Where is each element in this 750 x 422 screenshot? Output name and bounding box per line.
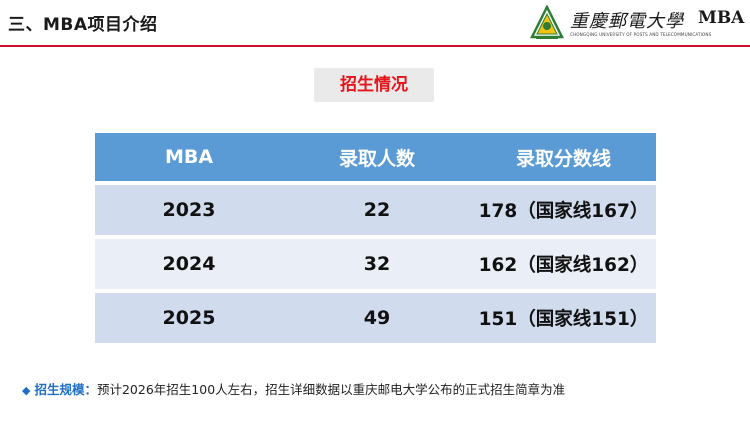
enrollment-note: ◆ 招生规模：预计2026年招生100人左右，招生详细数据以重庆邮电大学公布的正式… bbox=[22, 379, 742, 398]
header-divider bbox=[0, 45, 750, 47]
page-title: 三、MBA项目介绍 bbox=[8, 15, 158, 35]
table-row: 2023 22 178（国家线167） bbox=[95, 185, 656, 235]
university-name-en: CHONGQING UNIVERSITY OF POSTS AND TELECO… bbox=[570, 32, 712, 37]
column-header-admitted: 录取人数 bbox=[283, 133, 471, 181]
column-header-mba: MBA bbox=[95, 133, 283, 181]
score-cell: 162（国家线162） bbox=[471, 239, 656, 289]
year-cell: 2025 bbox=[95, 293, 283, 343]
slide-header: 三、MBA项目介绍 重慶郵電大學 MBA CHONGQING UNIVERSIT… bbox=[0, 0, 750, 47]
score-cell: 151（国家线151） bbox=[471, 293, 656, 343]
table-row: 2025 49 151（国家线151） bbox=[95, 293, 656, 343]
year-cell: 2023 bbox=[95, 185, 283, 235]
admissions-table: MBA 录取人数 录取分数线 2023 22 178（国家线167） 2024 … bbox=[95, 129, 656, 347]
admitted-cell: 22 bbox=[283, 185, 471, 235]
university-badge-icon bbox=[530, 5, 564, 39]
table-header-row: MBA 录取人数 录取分数线 bbox=[95, 133, 656, 181]
year-cell: 2024 bbox=[95, 239, 283, 289]
university-logo: 重慶郵電大學 MBA CHONGQING UNIVERSITY OF POSTS… bbox=[530, 5, 750, 43]
admitted-cell: 49 bbox=[283, 293, 471, 343]
logo-mba-text: MBA bbox=[698, 8, 745, 28]
column-header-score: 录取分数线 bbox=[471, 133, 656, 181]
section-title: 招生情况 bbox=[314, 68, 434, 102]
note-label: 招生规模： bbox=[34, 382, 97, 397]
university-name-cn: 重慶郵電大學 bbox=[570, 11, 684, 32]
note-text: 预计2026年招生100人左右，招生详细数据以重庆邮电大学公布的正式招生简章为准 bbox=[96, 382, 566, 397]
admitted-cell: 32 bbox=[283, 239, 471, 289]
score-cell: 178（国家线167） bbox=[471, 185, 656, 235]
table-row: 2024 32 162（国家线162） bbox=[95, 239, 656, 289]
diamond-bullet-icon: ◆ bbox=[22, 384, 31, 397]
